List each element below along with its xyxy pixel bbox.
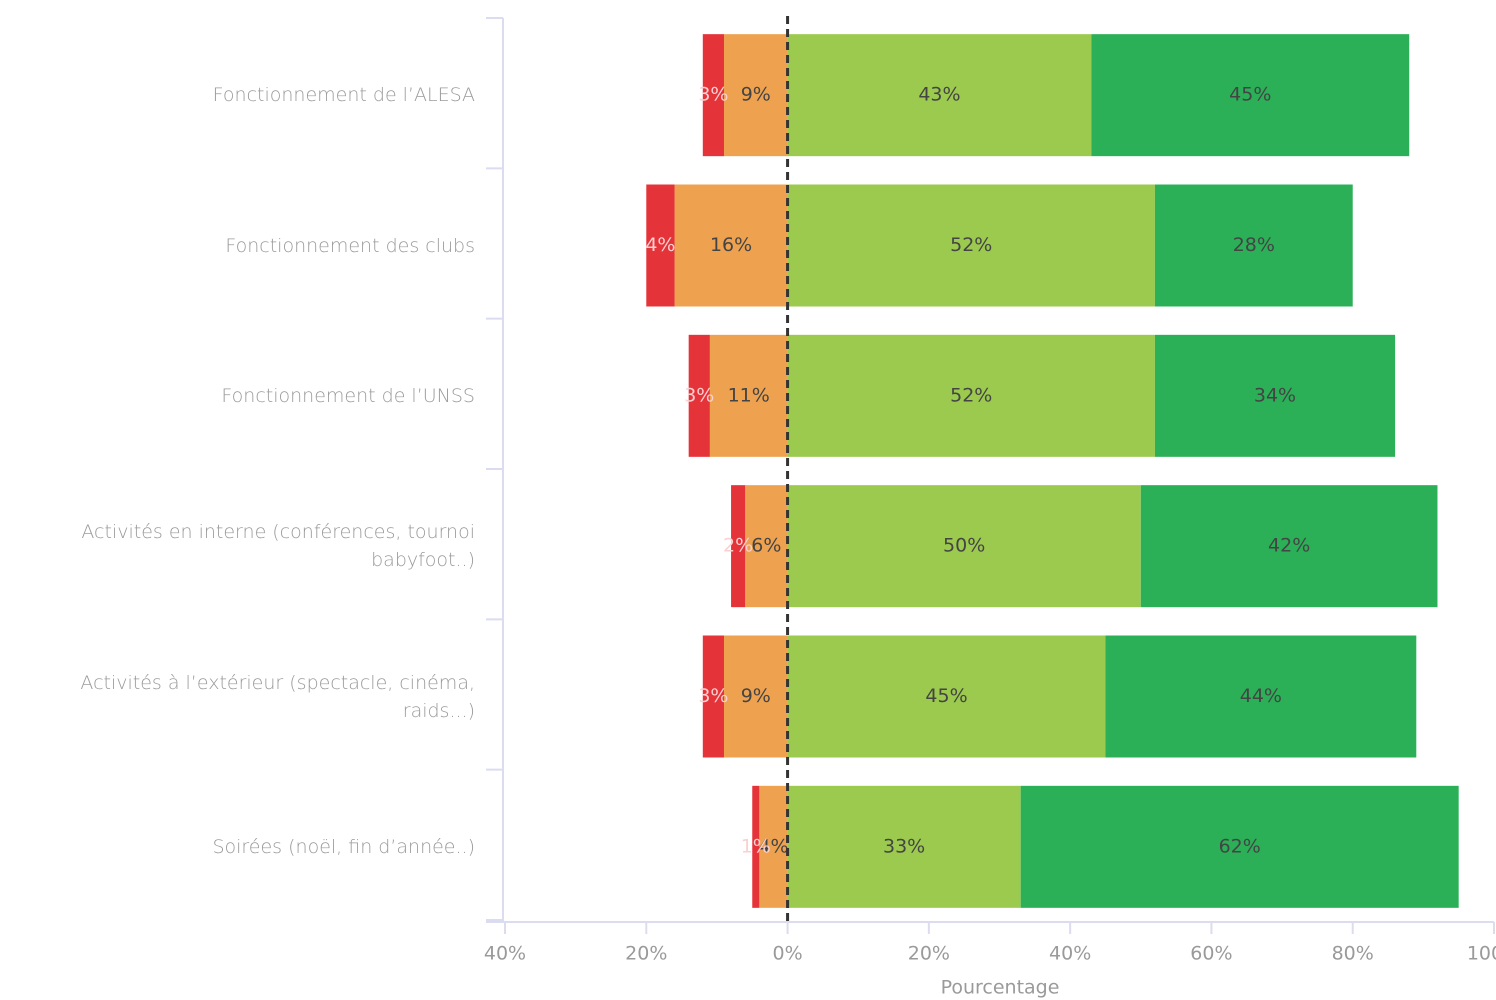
bar-segment (745, 485, 788, 608)
x-tick-label: 20% (625, 943, 667, 965)
bar-segment (709, 334, 788, 457)
category-label: Fonctionnement de l’UNSS (221, 384, 475, 407)
value-label: 33% (883, 835, 925, 857)
x-axis-label: Pourcentage (941, 977, 1060, 999)
value-label: 6% (751, 535, 781, 557)
value-label: 16% (710, 234, 752, 256)
bar-segment (688, 334, 710, 457)
x-tick-label: 0% (772, 943, 802, 965)
bar-segment (1020, 785, 1459, 908)
value-label: 9% (741, 685, 771, 707)
bar-segment (702, 34, 724, 157)
category-label: Soirées (noël, fin d’année..) (212, 835, 475, 858)
x-tick-label: 40% (1049, 943, 1091, 965)
bar-segment (787, 34, 1092, 157)
value-label: 28% (1233, 234, 1275, 256)
value-label: 43% (918, 84, 960, 106)
x-tick-label: 40% (484, 943, 526, 965)
bar-segment (1091, 34, 1410, 157)
value-label: 52% (950, 384, 992, 406)
bar-segment (787, 785, 1021, 908)
value-label: 4% (758, 835, 788, 857)
value-label: 34% (1254, 384, 1296, 406)
bar-segment (723, 34, 788, 157)
value-label: 52% (950, 234, 992, 256)
value-label: 44% (1240, 685, 1282, 707)
value-label: 50% (943, 535, 985, 557)
value-label: 45% (1229, 84, 1271, 106)
bar-segment (759, 785, 788, 908)
category-label: Activités en interne (conférences, tourn… (81, 521, 475, 572)
bar-segment (787, 635, 1106, 758)
bar-segment (674, 184, 788, 307)
bar-segment (702, 635, 724, 758)
x-tick-label: 80% (1332, 943, 1374, 965)
value-label: 2% (723, 535, 753, 557)
bar-segment (787, 184, 1155, 307)
category-label: Fonctionnement de l’ALESA (212, 84, 475, 107)
bar-segment (787, 334, 1155, 457)
bar-segment (1140, 485, 1438, 608)
value-label: 9% (741, 84, 771, 106)
value-label: 42% (1268, 535, 1310, 557)
bar-segment (787, 485, 1141, 608)
bar-segment (646, 184, 675, 307)
bar-segment (1154, 184, 1353, 307)
value-label: 4% (645, 234, 675, 256)
value-label: 45% (925, 685, 967, 707)
bar-segment (723, 635, 788, 758)
x-tick-label: 20% (908, 943, 950, 965)
value-label: 11% (728, 384, 770, 406)
category-label: Activités à l’extérieur (spectacle, ciné… (80, 671, 475, 722)
bar-segment (1154, 334, 1396, 457)
bar-segment (752, 785, 760, 908)
value-label: 3% (698, 685, 728, 707)
bar-segment (1105, 635, 1417, 758)
value-label: 62% (1219, 835, 1261, 857)
value-label: 3% (684, 384, 714, 406)
bar-segment (731, 485, 746, 608)
value-label: 1% (741, 835, 771, 857)
x-tick-label: 60% (1190, 943, 1232, 965)
category-label: Fonctionnement des clubs (225, 234, 475, 257)
value-label: 3% (698, 84, 728, 106)
x-tick-label: 100% (1467, 943, 1496, 965)
